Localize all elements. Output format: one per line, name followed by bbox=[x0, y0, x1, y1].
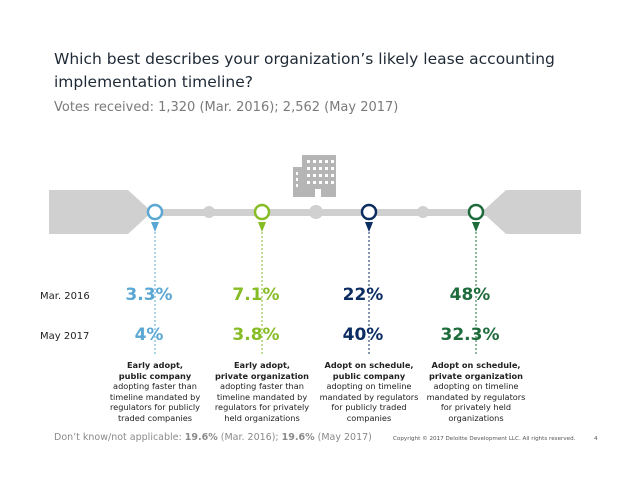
footnote-value-mar-2016: 19.6% bbox=[184, 432, 218, 443]
timeline-marker-4 bbox=[467, 203, 485, 355]
marker-circle bbox=[467, 203, 485, 221]
category-title-line: Early adopt, bbox=[126, 360, 184, 370]
category-title-line: Early adopt, bbox=[233, 360, 291, 370]
category-desc-line: adopting on timeline bbox=[433, 381, 519, 392]
category-desc-line: mandated by regulators bbox=[426, 391, 526, 402]
category-title-line: private organization bbox=[214, 370, 310, 381]
category-desc-line: regulators for publicly bbox=[110, 402, 200, 413]
category-desc-line: held organizations bbox=[224, 412, 300, 423]
category-title-line: public company bbox=[118, 370, 192, 381]
row-label-mar-2016: Mar. 2016 bbox=[40, 291, 90, 302]
category-desc-line: organizations bbox=[448, 412, 504, 423]
category-desc-line: adopting faster than bbox=[220, 381, 304, 392]
timeline-dot bbox=[203, 206, 215, 218]
timeline-marker-1 bbox=[146, 203, 164, 355]
right-arrow-shape bbox=[482, 190, 581, 234]
footnote-prefix: Don’t know/not applicable: bbox=[54, 432, 185, 443]
value-label-may-2017-1: 4% bbox=[134, 325, 164, 345]
value-label-may-2017-3: 40% bbox=[342, 325, 384, 345]
footnote-suffix: (May 2017) bbox=[314, 432, 372, 443]
left-arrow-shape bbox=[49, 190, 152, 234]
timeline-marker-2 bbox=[253, 203, 271, 355]
timeline-dot bbox=[309, 205, 323, 219]
row-label-may-2017: May 2017 bbox=[40, 331, 90, 342]
page-number: 4 bbox=[594, 436, 598, 442]
dont-know-footnote: Don’t know/not applicable: 19.6% (Mar. 2… bbox=[54, 432, 372, 443]
marker-pointer bbox=[365, 222, 373, 232]
timeline-dot bbox=[417, 206, 429, 218]
marker-circle bbox=[360, 203, 378, 221]
marker-circle bbox=[146, 203, 164, 221]
category-desc-line: adopting faster than bbox=[113, 381, 197, 392]
footnote-value-may-2017: 19.6% bbox=[281, 432, 315, 443]
category-desc-line: traded companies bbox=[117, 412, 193, 423]
category-desc-line: adopting on timeline bbox=[326, 381, 412, 392]
value-label-mar-2016-3: 22% bbox=[342, 285, 384, 305]
value-label-mar-2016-2: 7.1% bbox=[232, 285, 280, 305]
category-desc-line: companies bbox=[346, 412, 392, 423]
marker-pointer bbox=[258, 222, 266, 232]
category-description-1: Early adopt, public company adopting faste… bbox=[96, 360, 214, 424]
category-title-line: Adopt on schedule, bbox=[324, 360, 414, 370]
marker-pointer bbox=[151, 222, 159, 232]
category-desc-line: mandated by regulators bbox=[319, 391, 419, 402]
footnote-mid: (Mar. 2016); bbox=[217, 432, 282, 443]
slide-subtitle: Votes received: 1,320 (Mar. 2016); 2,562… bbox=[54, 100, 399, 115]
building-icon bbox=[293, 155, 336, 197]
timeline-marker-3 bbox=[360, 203, 378, 355]
value-label-mar-2016-4: 48% bbox=[449, 285, 491, 305]
copyright-notice: Copyright © 2017 Deloitte Development LL… bbox=[393, 436, 576, 442]
marker-pointer bbox=[472, 222, 480, 232]
category-desc-line: timeline mandated by bbox=[216, 391, 308, 402]
category-desc-line: timeline mandated by bbox=[109, 391, 201, 402]
category-description-3: Adopt on schedule, public company adopting… bbox=[310, 360, 428, 424]
category-desc-line: for privately held bbox=[440, 402, 512, 413]
value-label-may-2017-2: 3.8% bbox=[232, 325, 280, 345]
category-desc-line: for publicly traded bbox=[331, 402, 407, 413]
category-title-line: private organization bbox=[428, 370, 524, 381]
marker-circle bbox=[253, 203, 271, 221]
category-description-2: Early adopt, private organization adopting… bbox=[203, 360, 321, 424]
category-title-line: Adopt on schedule, bbox=[431, 360, 521, 370]
value-label-may-2017-4: 32.3% bbox=[440, 325, 500, 345]
value-label-mar-2016-1: 3.3% bbox=[125, 285, 173, 305]
category-title-line: public company bbox=[332, 370, 406, 381]
category-description-4: Adopt on schedule, private organization ad… bbox=[417, 360, 535, 424]
slide-title: Which best describes your organization’s… bbox=[54, 50, 555, 91]
category-desc-line: regulators for privately bbox=[214, 402, 310, 413]
